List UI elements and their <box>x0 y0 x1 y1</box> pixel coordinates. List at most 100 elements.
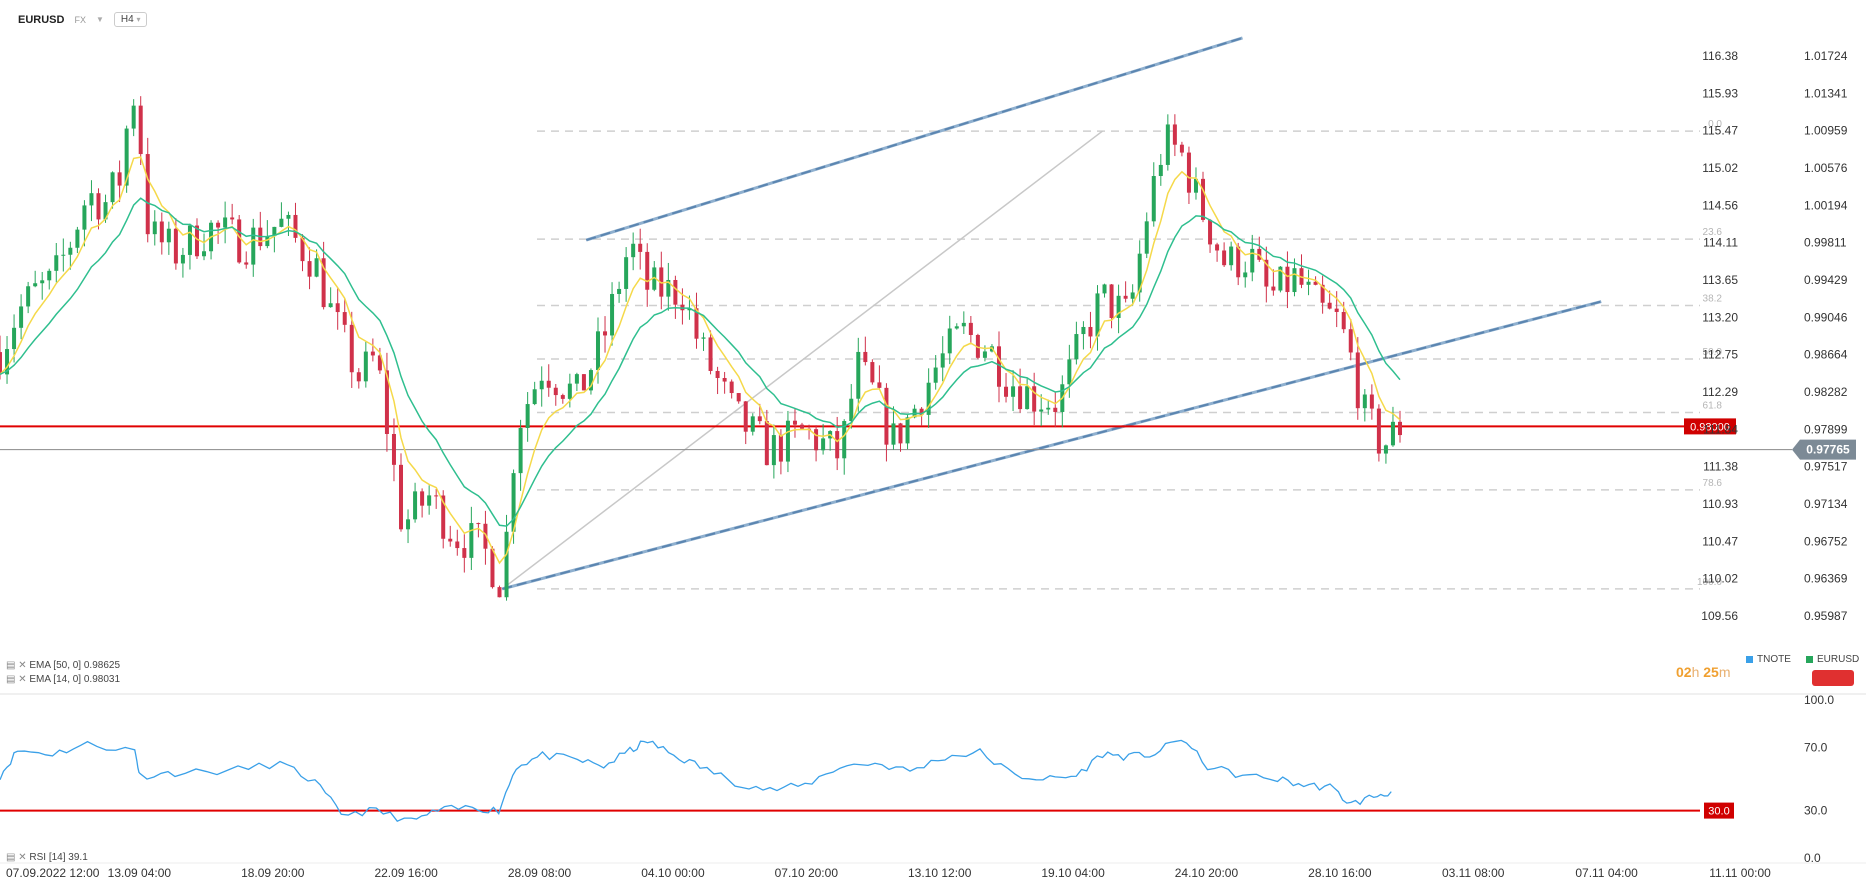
candle-down <box>342 312 347 325</box>
fibonacci-retracement: 0.0 23.6 38.2 50.0 61.8 78.6 100.0 <box>537 119 1722 590</box>
candle-up <box>785 420 790 462</box>
candle-up <box>982 351 987 358</box>
candle-up <box>131 105 136 129</box>
candle-up <box>666 279 671 297</box>
candle-down <box>455 541 460 549</box>
candle-up <box>406 519 411 530</box>
candle-up <box>511 473 516 532</box>
candle-down <box>216 222 221 228</box>
rsi-axis-tick: 100.0 <box>1804 693 1834 707</box>
timeframe-selector[interactable]: H4 ▾ <box>113 12 148 27</box>
candle-down <box>764 421 769 466</box>
tnote-color-icon <box>1746 656 1753 663</box>
candle-down <box>1109 284 1114 318</box>
candle-up <box>961 322 966 327</box>
right-axis-tick: 0.99811 <box>1804 236 1847 250</box>
candle-up <box>525 404 530 428</box>
candle-up <box>1250 248 1255 273</box>
candle-up <box>1046 407 1051 410</box>
left-axis-tick: 111.84 <box>1703 422 1738 436</box>
left-axis-tick: 113.65 <box>1702 273 1738 287</box>
indicator-settings-icon[interactable]: ▤ ✕ <box>6 674 27 685</box>
candle-up <box>1292 268 1297 293</box>
legend-eurusd[interactable]: EURUSD <box>1806 654 1859 665</box>
candle-up <box>223 217 228 228</box>
rsi-legend[interactable]: ▤ ✕ RSI [14] 39.1 <box>6 852 88 863</box>
left-axis-tick: 115.02 <box>1702 161 1738 175</box>
candle-down <box>335 303 340 313</box>
right-axis-tick: 0.97134 <box>1804 497 1848 511</box>
candle-up <box>427 495 432 506</box>
candle-down <box>792 420 797 425</box>
candle-down <box>715 370 720 379</box>
time-axis-label: 22.09 16:00 <box>374 866 438 880</box>
chevron-down-icon: ▾ <box>136 15 141 24</box>
candle-down <box>1053 407 1058 412</box>
candle-up <box>328 303 333 308</box>
time-axis-label: 18.09 20:00 <box>241 866 305 880</box>
legend-tnote[interactable]: TNOTE <box>1746 654 1791 665</box>
candle-up <box>539 380 544 390</box>
right-axis-tick: 0.99046 <box>1804 310 1848 324</box>
time-axis-label: 19.10 04:00 <box>1041 866 1105 880</box>
legend-tnote-label: TNOTE <box>1757 654 1791 665</box>
candle-up <box>1243 272 1248 278</box>
candle-up <box>5 349 10 375</box>
ema14-legend[interactable]: ▤ ✕ EMA [14, 0] 0.98031 <box>6 674 120 685</box>
candle-down <box>603 331 608 336</box>
rsi-level-label: 30.0 <box>1708 806 1729 818</box>
candle-up <box>124 128 129 186</box>
time-axis-label: 28.09 08:00 <box>508 866 572 880</box>
right-axis-tick: 0.95987 <box>1804 609 1848 623</box>
market-chevron-icon[interactable]: ▼ <box>95 15 104 24</box>
candle-down <box>546 380 551 388</box>
candle-up <box>47 270 52 281</box>
candle-up <box>954 326 959 329</box>
time-axis-label: 13.09 04:00 <box>108 866 172 880</box>
candle-up <box>1306 281 1311 285</box>
left-axis-tick: 113.20 <box>1702 310 1738 324</box>
candle-up <box>652 267 657 290</box>
ema50-legend[interactable]: ▤ ✕ EMA [50, 0] 0.98625 <box>6 660 120 671</box>
candle-up <box>286 214 291 219</box>
candle-down <box>300 237 305 262</box>
candle-countdown: 02h 25m <box>1676 664 1731 680</box>
drawn-lines: 0.98000 0.97765 <box>0 36 1856 591</box>
candle-up <box>947 328 952 354</box>
candle-up <box>1229 246 1234 266</box>
candle-up <box>518 427 523 474</box>
candle-up <box>624 257 629 289</box>
indicator-settings-icon[interactable]: ▤ ✕ <box>6 852 27 863</box>
candle-down <box>399 464 404 530</box>
candle-up <box>574 374 579 384</box>
time-axis: 07.09.2022 12:00 13.09 04:00 18.09 20:00 22… <box>6 866 1771 880</box>
right-axis-tick: 0.98282 <box>1804 385 1848 399</box>
left-axis-tick: 115.93 <box>1702 86 1738 100</box>
indicator-settings-icon[interactable]: ▤ ✕ <box>6 660 27 671</box>
candle-down <box>0 352 2 375</box>
left-axis-tick: 114.11 <box>1703 236 1738 250</box>
trendline-dash <box>501 300 1602 590</box>
candle-down <box>870 362 875 383</box>
candle-down <box>1201 178 1206 220</box>
trade-toggle-button[interactable] <box>1812 670 1854 686</box>
candle-up <box>1165 124 1170 165</box>
candle-down <box>1341 311 1346 330</box>
candle-down <box>736 393 741 402</box>
right-axis-tick: 1.00576 <box>1804 161 1848 175</box>
candle-down <box>708 337 713 371</box>
candle-up <box>54 255 59 271</box>
time-axis-label: 07.10 20:00 <box>775 866 839 880</box>
candle-down <box>159 221 164 243</box>
current-price-badge <box>1792 439 1856 460</box>
right-axis-tick: 1.01724 <box>1804 49 1848 63</box>
candle-up <box>40 280 45 284</box>
time-axis-label: 07.11 04:00 <box>1575 866 1638 880</box>
candle-down <box>1264 259 1269 287</box>
candle-down <box>194 225 199 257</box>
candle-up <box>110 172 115 203</box>
candle-down <box>377 355 382 371</box>
candle-up <box>842 421 847 459</box>
rsi-axis-tick: 0.0 <box>1804 851 1821 865</box>
